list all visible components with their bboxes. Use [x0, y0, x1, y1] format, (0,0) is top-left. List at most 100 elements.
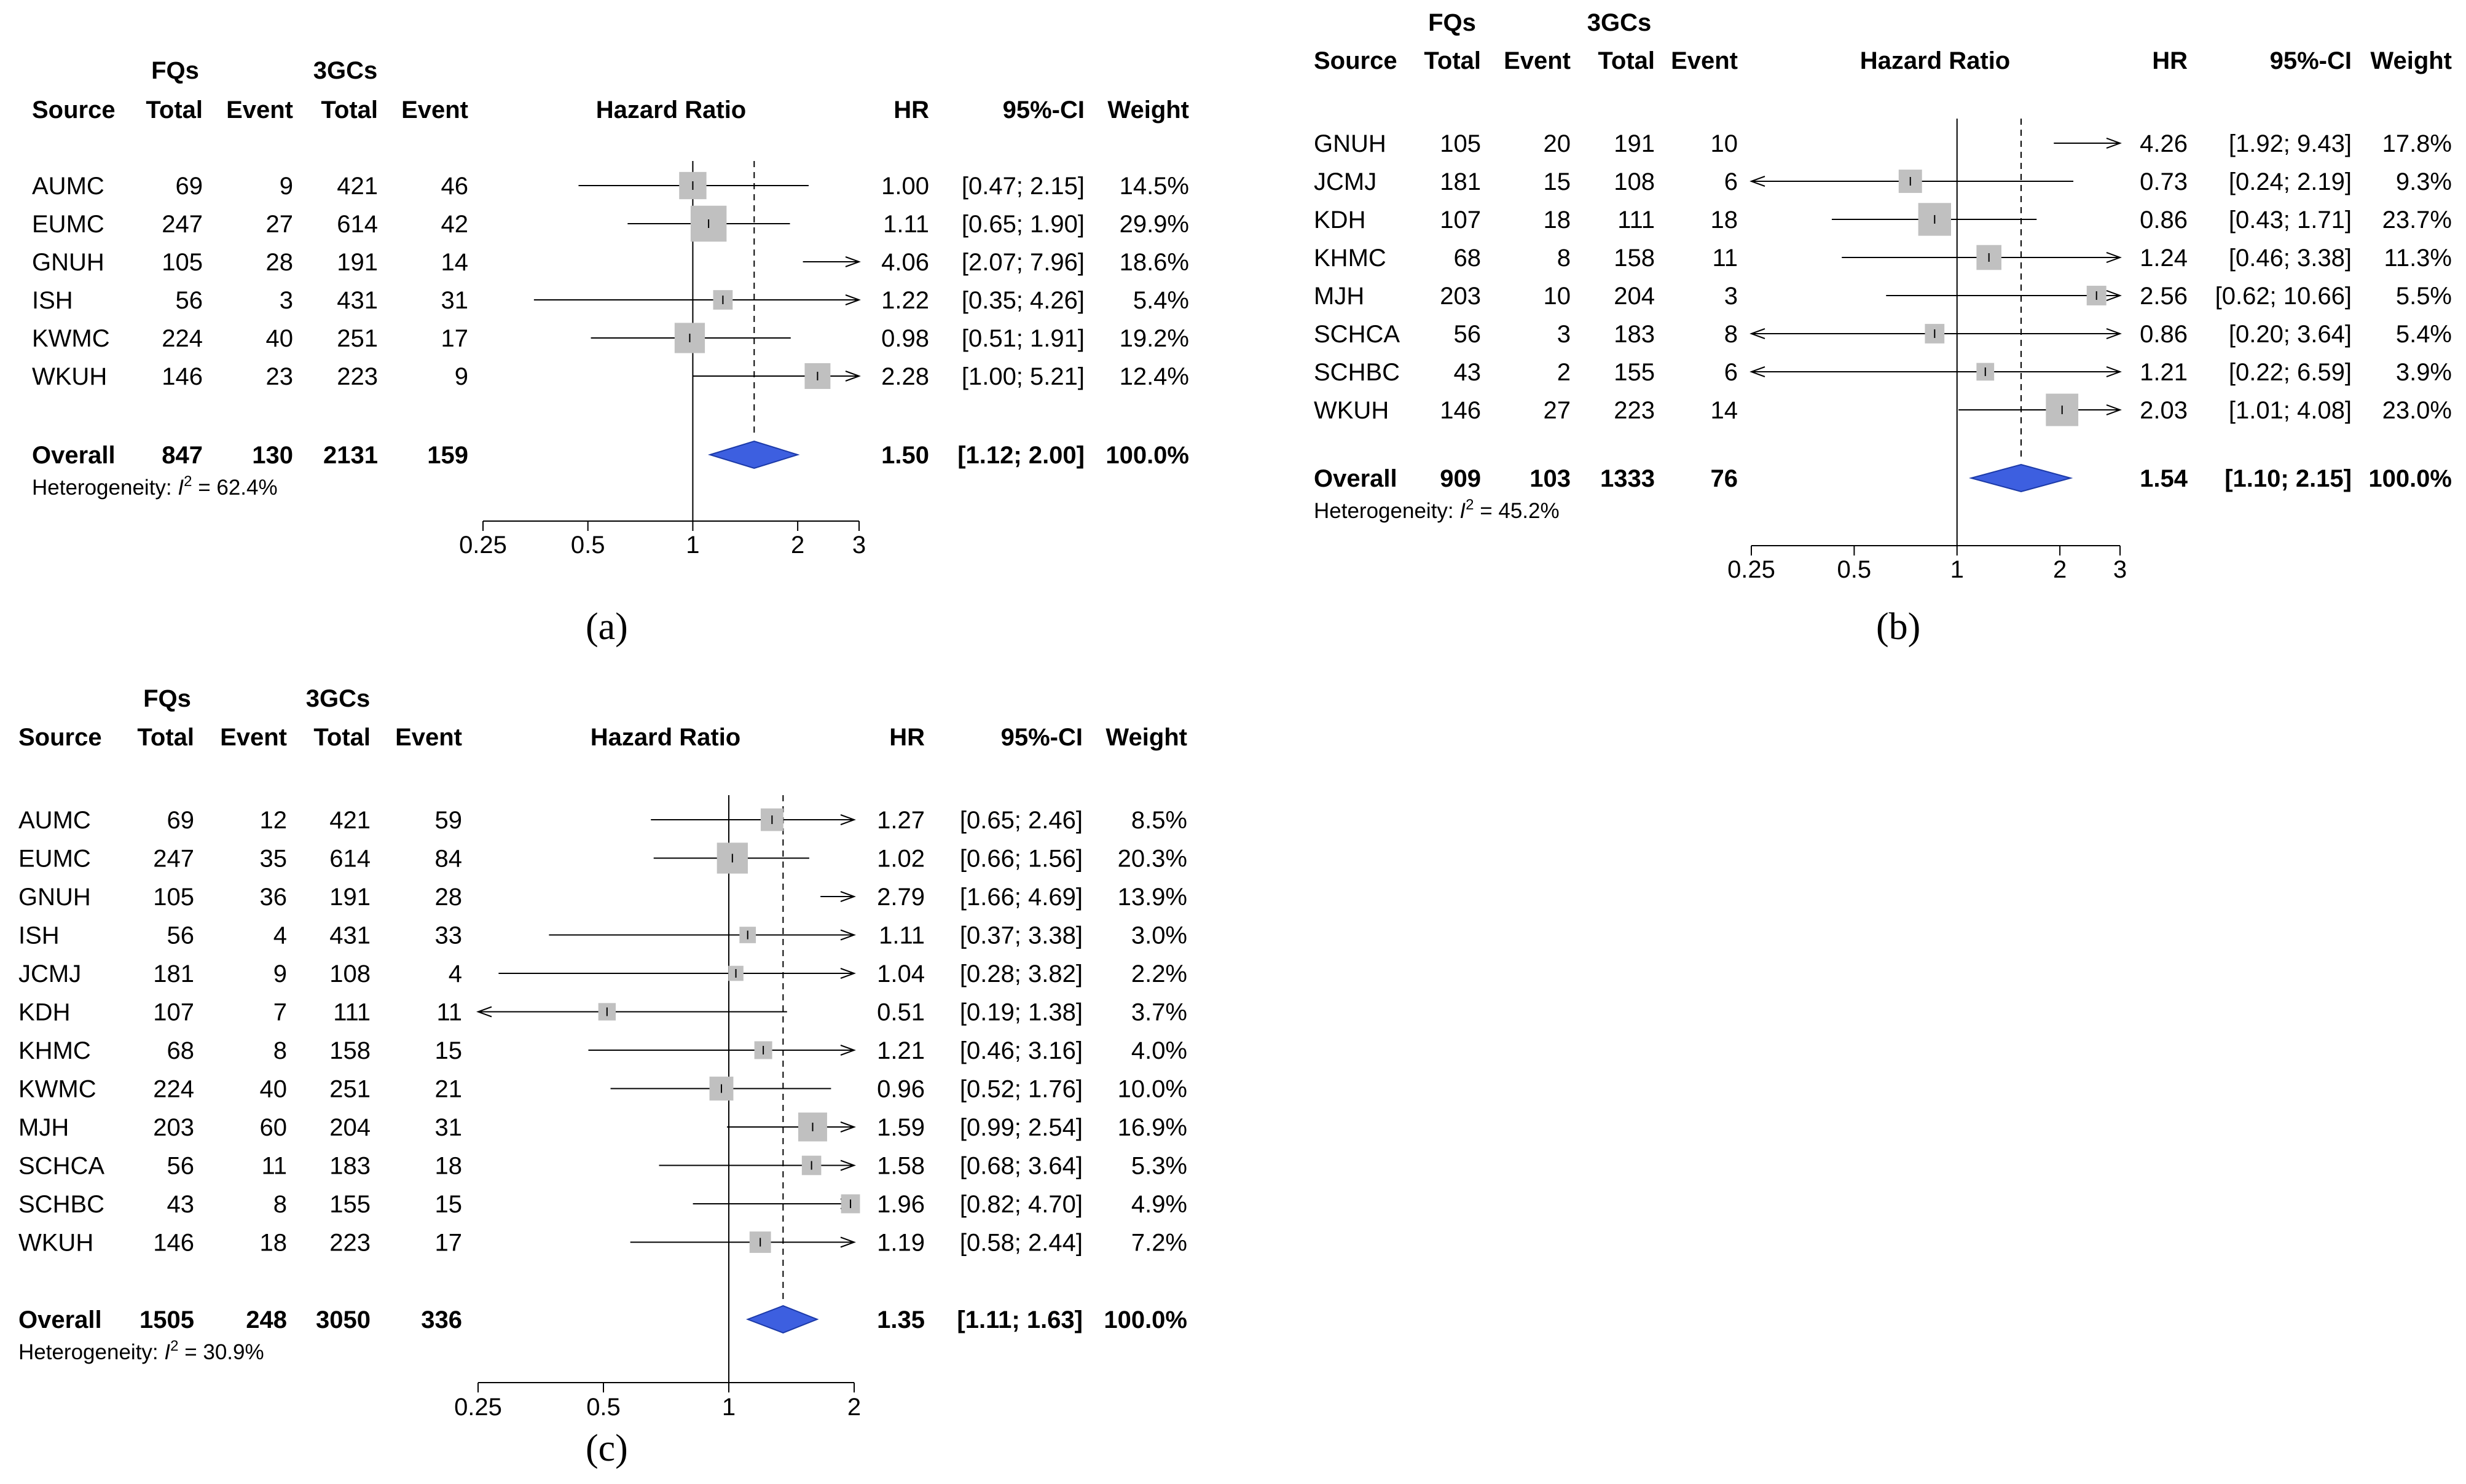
study-fq-total: 224 — [153, 1076, 194, 1103]
col-header-hr: HR — [2152, 47, 2188, 74]
study-fq-total: 69 — [167, 807, 195, 834]
study-fq-total: 56 — [1454, 321, 1482, 348]
study-fq-event: 4 — [273, 922, 287, 949]
x-axis-tick-label: 0.25 — [1727, 556, 1775, 583]
col-header-gc-total: Total — [321, 96, 378, 124]
study-hr: 0.86 — [2140, 321, 2188, 348]
study-source: WKUH — [1314, 397, 1389, 424]
study-ci: [0.28; 3.82] — [960, 960, 1083, 987]
overall-hr: 1.50 — [881, 442, 929, 469]
x-axis-tick-label: 1 — [722, 1394, 736, 1421]
overall-weight: 100.0% — [2368, 465, 2452, 492]
study-gc-event: 17 — [435, 1230, 463, 1257]
study-weight: 11.3% — [2384, 245, 2452, 272]
x-axis-tick-label: 1 — [686, 532, 699, 559]
study-gc-event: 17 — [441, 325, 469, 352]
study-hr: 1.00 — [881, 173, 929, 200]
study-hr: 0.98 — [881, 325, 929, 352]
study-weight: 18.6% — [1120, 249, 1189, 276]
study-fq-total: 69 — [176, 173, 203, 200]
study-source: SCHCA — [1314, 321, 1400, 348]
col-header-gc-event: Event — [395, 724, 462, 751]
study-source: SCHCA — [18, 1153, 104, 1180]
study-weight: 10.0% — [1118, 1076, 1187, 1103]
study-fq-total: 107 — [153, 999, 194, 1026]
study-source: JCMJ — [18, 960, 81, 987]
study-fq-total: 146 — [153, 1230, 194, 1257]
study-hr: 1.19 — [877, 1230, 925, 1257]
study-source: WKUH — [18, 1230, 93, 1257]
col-header-fq-total: Total — [146, 96, 203, 124]
study-gc-total: 155 — [1614, 359, 1655, 386]
ci-arrow-right — [2106, 328, 2122, 339]
study-ci: [0.35; 4.26] — [962, 287, 1085, 314]
overall-ci: [1.11; 1.63] — [957, 1306, 1083, 1333]
x-axis-tick-label: 3 — [2113, 556, 2127, 583]
study-weight: 4.0% — [1131, 1037, 1187, 1064]
study-weight: 12.4% — [1120, 363, 1189, 390]
study-gc-total: 183 — [1614, 321, 1655, 348]
study-ci: [0.46; 3.38] — [2229, 245, 2352, 272]
study-hr: 0.96 — [877, 1076, 925, 1103]
study-hr: 2.28 — [881, 363, 929, 390]
study-gc-event: 9 — [455, 363, 468, 390]
study-gc-event: 10 — [1711, 130, 1738, 157]
study-fq-event: 18 — [260, 1230, 288, 1257]
study-fq-event: 20 — [1544, 130, 1571, 157]
overall-gc-event: 159 — [427, 442, 468, 469]
study-weight: 9.3% — [2396, 168, 2452, 195]
study-ci: [0.24; 2.19] — [2229, 168, 2352, 195]
heterogeneity-text: Heterogeneity: I2 = 45.2% — [1314, 497, 1560, 523]
overall-gc-event: 336 — [421, 1306, 462, 1333]
study-ci: [0.58; 2.44] — [960, 1230, 1083, 1257]
study-weight: 3.9% — [2396, 359, 2452, 386]
group-header-fqs: FQs — [1428, 9, 1476, 36]
col-header-source: Source — [1314, 47, 1397, 74]
study-fq-event: 11 — [261, 1153, 287, 1180]
study-weight: 3.0% — [1131, 922, 1187, 949]
study-weight: 17.8% — [2382, 130, 2452, 157]
study-weight: 4.9% — [1131, 1191, 1187, 1218]
study-gc-total: 191 — [337, 249, 378, 276]
ci-arrow-left — [1749, 328, 1765, 339]
col-header-fq-event: Event — [226, 96, 293, 124]
study-gc-total: 421 — [329, 807, 371, 834]
study-source: GNUH — [18, 884, 91, 911]
col-header-source: Source — [32, 96, 116, 124]
study-fq-event: 23 — [266, 363, 294, 390]
ci-arrow-right — [2106, 366, 2122, 377]
study-fq-event: 9 — [280, 173, 293, 200]
study-hr: 1.21 — [2140, 359, 2188, 386]
study-weight: 13.9% — [1118, 884, 1187, 911]
study-hr: 1.11 — [879, 922, 925, 949]
study-gc-event: 11 — [436, 999, 462, 1026]
study-source: KDH — [1314, 206, 1365, 234]
study-ci: [0.37; 3.38] — [960, 922, 1083, 949]
overall-fq-event: 130 — [252, 442, 293, 469]
x-axis-tick-label: 0.5 — [1837, 556, 1872, 583]
forest-plot-b: FQs 3GCs Source Total Event Total Event Hazard … — [1314, 9, 2452, 583]
study-source: KWMC — [18, 1076, 96, 1103]
study-gc-total: 421 — [337, 173, 378, 200]
study-gc-event: 31 — [441, 287, 469, 314]
study-ci: [0.65; 1.90] — [962, 211, 1085, 238]
study-gc-event: 15 — [435, 1037, 463, 1064]
study-weight: 16.9% — [1118, 1114, 1187, 1141]
study-gc-total: 158 — [1614, 245, 1655, 272]
study-gc-total: 108 — [1614, 168, 1655, 195]
study-fq-total: 105 — [1440, 130, 1481, 157]
study-hr: 0.51 — [877, 999, 925, 1026]
study-gc-total: 155 — [329, 1191, 371, 1218]
x-axis-tick-label: 2 — [2053, 556, 2067, 583]
study-ci: [1.00; 5.21] — [962, 363, 1085, 390]
study-source: SCHBC — [1314, 359, 1400, 386]
study-hr: 2.79 — [877, 884, 925, 911]
ci-arrow-right — [845, 371, 861, 382]
study-fq-total: 56 — [167, 1153, 195, 1180]
col-header-gc-event: Event — [1671, 47, 1738, 74]
x-axis-tick-label: 3 — [852, 532, 866, 559]
study-fq-event: 3 — [1557, 321, 1571, 348]
study-gc-event: 14 — [1711, 397, 1738, 424]
study-gc-total: 223 — [1614, 397, 1655, 424]
study-hr: 1.96 — [877, 1191, 925, 1218]
